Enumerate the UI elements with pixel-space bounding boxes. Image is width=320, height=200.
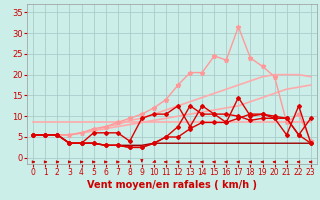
X-axis label: Vent moyen/en rafales ( km/h ): Vent moyen/en rafales ( km/h ) [87, 180, 257, 190]
